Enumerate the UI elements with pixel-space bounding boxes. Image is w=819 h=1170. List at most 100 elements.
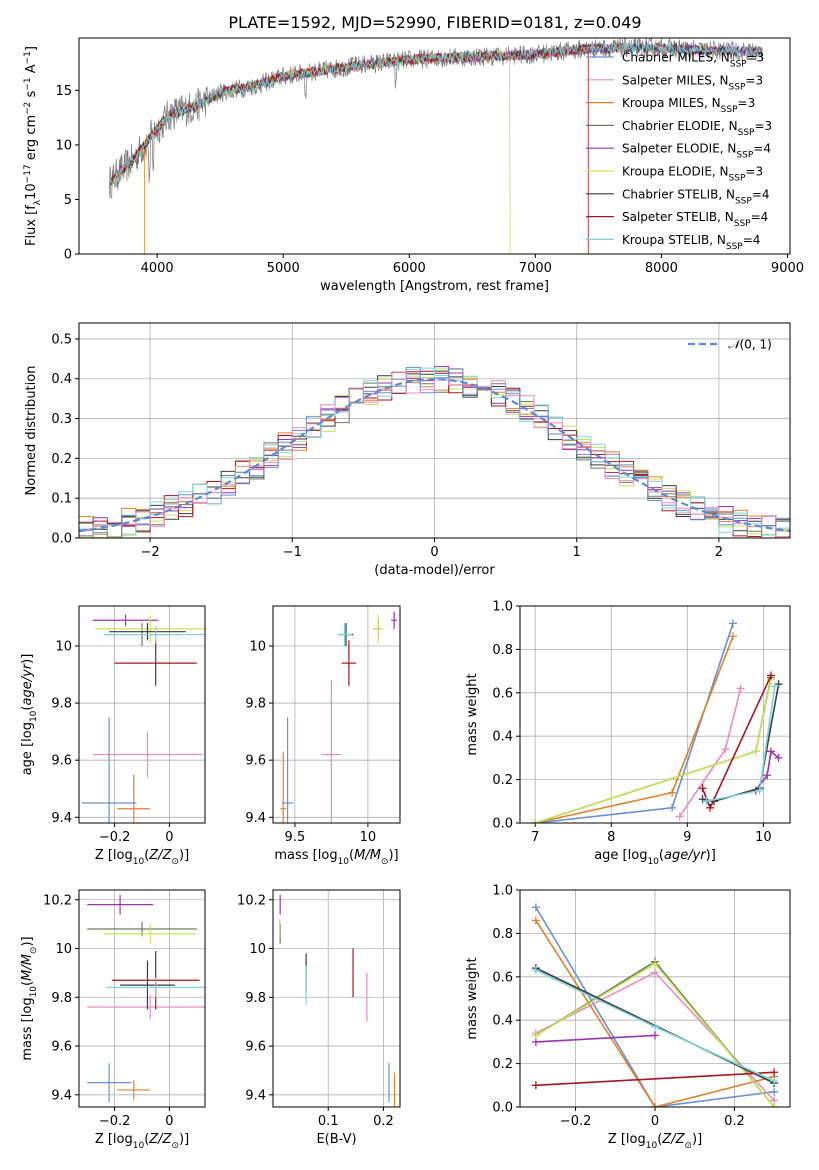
axes-frame bbox=[78, 37, 791, 255]
weight-point-marker bbox=[766, 747, 775, 756]
axes-mass-vs-ebv: 0.1 0.2 9.4 9.6 9.8 10 10.2 E(B-V) bbox=[237, 889, 401, 1147]
weight-point-marker bbox=[531, 916, 540, 925]
y-tick-label: 9.4 bbox=[245, 811, 266, 826]
axes-residual-histogram: −2 −1 0 1 2 0.0 0.1 0.2 0.3 0.4 0.5 Normed distribu… bbox=[24, 322, 791, 578]
axes-frame bbox=[272, 605, 401, 824]
axes-age-vs-Z: −0.2 0 9.4 9.6 9.8 10 age [log10(age/yr)] Z [lo… bbox=[20, 605, 206, 867]
weight-series-line bbox=[679, 688, 742, 817]
x-tick-label: −0.2 bbox=[99, 830, 131, 845]
x-tick-label: 7000 bbox=[519, 261, 552, 276]
axes-mass-weight-vs-Z: −0.2 0 0.2 0.0 0.2 0.4 0.6 0.8 1.0 mass weight Z [… bbox=[465, 884, 791, 1151]
y-tick-label: 10 bbox=[55, 138, 72, 153]
axes-frame bbox=[78, 605, 206, 824]
weight-point-marker bbox=[706, 803, 715, 812]
x-tick-label: 0.2 bbox=[373, 1114, 394, 1129]
x-tick-label: 5000 bbox=[267, 261, 300, 276]
model-spectrum-line bbox=[108, 43, 589, 254]
y-tick-label: 10 bbox=[55, 942, 72, 957]
weight-point-marker bbox=[531, 903, 540, 912]
weight-series-line bbox=[535, 1034, 656, 1043]
weight-point-marker bbox=[736, 684, 745, 693]
x-axis-label: wavelength [Angstrom, rest frame] bbox=[320, 279, 549, 294]
y-tick-label: 0.6 bbox=[492, 686, 513, 701]
weight-point-marker bbox=[763, 771, 772, 780]
y-tick-label: 10.2 bbox=[43, 893, 72, 908]
y-tick-label: 9.6 bbox=[51, 754, 72, 769]
y-tick-label: 0.8 bbox=[492, 927, 513, 942]
y-tick-label: 9.6 bbox=[245, 1040, 266, 1055]
y-tick-label: 0.1 bbox=[51, 492, 72, 507]
weight-point-marker bbox=[774, 753, 783, 762]
legend: Chabrier MILES, NSSP=3 Salpeter MILES, NS… bbox=[586, 51, 772, 252]
axes-frame bbox=[519, 605, 791, 824]
x-tick-label: 9 bbox=[683, 830, 691, 845]
x-tick-label: 0 bbox=[165, 830, 173, 845]
weight-point-marker bbox=[755, 786, 764, 795]
weight-point-marker bbox=[651, 1031, 659, 1040]
legend-label: 𝒩(0, 1) bbox=[728, 338, 772, 352]
plot-area bbox=[273, 890, 400, 1107]
plot-area bbox=[108, 38, 763, 254]
weight-series-line bbox=[535, 906, 775, 1107]
y-tick-label: 5 bbox=[64, 193, 72, 208]
y-axis-label: age [log10(age/yr)] bbox=[20, 654, 39, 776]
y-tick-label: 9.4 bbox=[51, 811, 72, 826]
legend-label: Kroupa STELIB, NSSP=4 bbox=[622, 233, 760, 252]
y-tick-label: 9.6 bbox=[245, 754, 266, 769]
x-axis-label: (data-model)/error bbox=[374, 563, 495, 578]
axes-age-vs-mass: 9.5 10 9.4 9.6 9.8 10 mass [log10(M/M⊙)] bbox=[245, 605, 401, 867]
axes-mass-vs-Z: −0.2 0 9.4 9.6 9.8 10 10.2 mass [log10(M/M⊙)] Z … bbox=[20, 889, 206, 1151]
histogram-steps bbox=[79, 367, 790, 538]
legend-label: Salpeter ELODIE, NSSP=4 bbox=[622, 142, 771, 161]
y-tick-label: 0 bbox=[64, 248, 72, 263]
y-axis-label: mass weight bbox=[465, 673, 480, 755]
weight-point-marker bbox=[531, 1031, 540, 1040]
model-spectrum-line bbox=[108, 50, 511, 254]
x-tick-label: 1 bbox=[573, 545, 581, 560]
y-tick-label: 1.0 bbox=[492, 884, 513, 899]
y-axis-label: Normed distribution bbox=[24, 366, 39, 496]
weight-point-marker bbox=[651, 1022, 659, 1031]
y-axis-label: Flux [fλ10−17 erg cm−2 s−1 A−1] bbox=[23, 46, 43, 246]
y-axis-label: mass [log10(M/M⊙)] bbox=[20, 936, 39, 1060]
weight-point-marker bbox=[698, 784, 707, 793]
y-tick-label: 10.2 bbox=[237, 893, 266, 908]
y-tick-label: 10 bbox=[249, 942, 266, 957]
x-tick-label: 0 bbox=[165, 1114, 173, 1129]
x-tick-label: 0 bbox=[651, 1114, 659, 1129]
y-axis-label: mass weight bbox=[465, 957, 480, 1039]
weight-series-line bbox=[534, 677, 772, 823]
axes-spectrum: 4000 5000 6000 7000 8000 9000 0 5 10 15 Flux [fλ10… bbox=[23, 37, 804, 294]
y-tick-label: 9.8 bbox=[51, 697, 72, 712]
x-tick-label: 0.2 bbox=[724, 1114, 745, 1129]
legend-label: Chabrier ELODIE, NSSP=3 bbox=[622, 119, 772, 138]
x-axis-label: age [log10(age/yr)] bbox=[594, 848, 716, 867]
x-tick-label: 8000 bbox=[645, 261, 678, 276]
weight-point-marker bbox=[751, 747, 760, 756]
weight-point-marker bbox=[702, 797, 711, 806]
axes-frame bbox=[272, 889, 401, 1108]
x-tick-label: −0.2 bbox=[99, 1114, 131, 1129]
weight-point-marker bbox=[531, 966, 540, 975]
x-tick-label: −2 bbox=[141, 545, 160, 560]
axes-mass-weight-vs-age: 7 8 9 10 0.0 0.2 0.4 0.6 0.8 1.0 mass weight age [l… bbox=[465, 600, 791, 867]
legend-label: Salpeter STELIB, NSSP=4 bbox=[622, 210, 768, 229]
x-tick-label: −1 bbox=[283, 545, 302, 560]
axes-frame bbox=[519, 889, 791, 1108]
y-tick-label: 10 bbox=[249, 639, 266, 654]
y-tick-label: 9.4 bbox=[245, 1088, 266, 1103]
weight-series-line bbox=[535, 919, 775, 1107]
x-axis-label: Z [log10(Z/Z⊙)] bbox=[608, 1132, 702, 1151]
x-tick-label: −0.2 bbox=[560, 1114, 592, 1129]
model-spectrum-line bbox=[108, 41, 763, 188]
axes-frame bbox=[78, 322, 791, 539]
y-tick-label: 0.0 bbox=[51, 532, 72, 547]
y-tick-label: 0.4 bbox=[51, 372, 72, 387]
x-tick-label: 6000 bbox=[393, 261, 426, 276]
legend-label: Chabrier MILES, NSSP=3 bbox=[622, 51, 764, 70]
weight-point-marker bbox=[721, 745, 730, 754]
x-tick-label: 4000 bbox=[141, 261, 174, 276]
y-tick-label: 9.8 bbox=[245, 697, 266, 712]
y-tick-label: 0.0 bbox=[492, 1101, 513, 1116]
